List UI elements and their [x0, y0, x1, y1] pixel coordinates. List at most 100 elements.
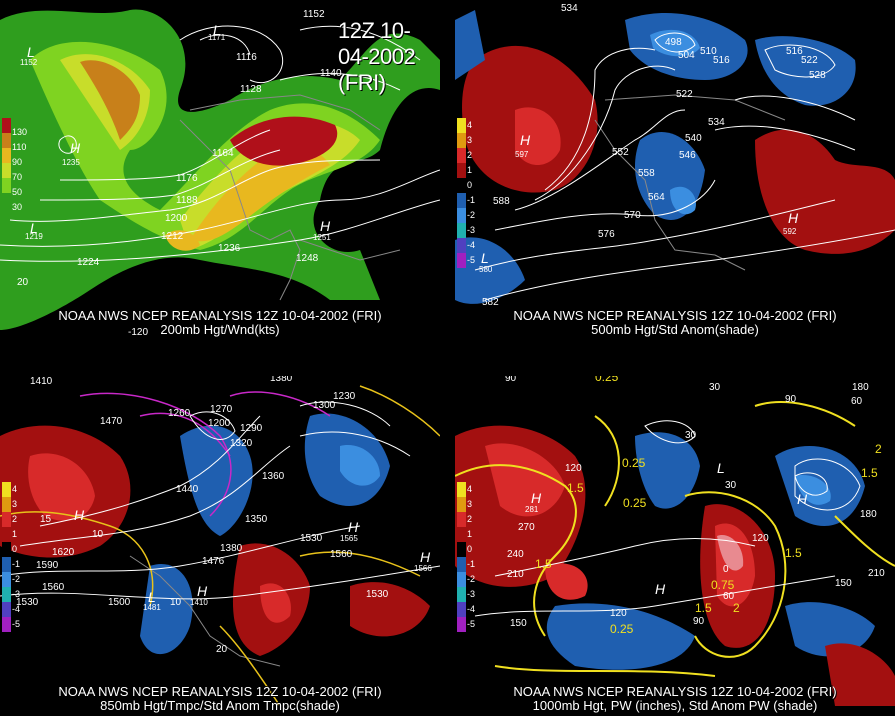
map-panel-500mb: 4 3 2 1 0 -1 -2 -3 -4 -5 534 498 504 510 516 516 … [455, 0, 895, 340]
contour-label: 240 [507, 549, 524, 560]
contour-label: 1128 [240, 84, 262, 95]
contour-label: 1470 [100, 416, 123, 427]
contour-label: 90 [693, 616, 705, 627]
contour-label: 504 [678, 50, 695, 61]
contour-label: 150 [510, 618, 527, 629]
anomaly-legend [457, 482, 467, 632]
panel-caption-source: NOAA NWS NCEP REANALYSIS 12Z 10-04-2002 … [58, 308, 382, 323]
contour-label: 1152 [20, 58, 38, 67]
contour-label: 120 [610, 608, 627, 619]
high-pressure-symbol: H [320, 218, 331, 234]
contour-label: 1188 [176, 195, 198, 206]
contour-label: 510 [700, 46, 717, 57]
high-pressure-symbol: H [797, 491, 808, 507]
pw-contour-label: 0.75 [711, 578, 735, 592]
latitude-label: 20 [17, 277, 29, 288]
map-panel-1000mb-pw: 4 3 2 1 0 -1 -2 -3 -4 -5 90 0.25 30 90 180 60 30 … [455, 376, 895, 716]
anomaly-legend [457, 118, 467, 268]
high-pressure-symbol: H [531, 490, 542, 506]
pw-contour-label: 1.5 [695, 601, 712, 615]
contour-label: 1200 [165, 213, 188, 224]
contour-label: 534 [708, 117, 725, 128]
panel-caption-field: 500mb Hgt/Std Anom(shade) [591, 322, 759, 337]
low-pressure-symbol: L [148, 589, 156, 605]
anomaly-legend [2, 482, 12, 632]
contour-label: 597 [515, 150, 529, 159]
contour-label: 90 [505, 376, 517, 384]
contour-label: 516 [713, 55, 730, 66]
contour-label: 210 [507, 569, 524, 580]
wind-legend-labels: 130 110 90 70 50 30 [12, 127, 28, 212]
contour-label: 528 [809, 70, 826, 81]
high-pressure-symbol: H [655, 581, 666, 597]
panel-caption-source: NOAA NWS NCEP REANALYSIS 12Z 10-04-2002 … [513, 684, 837, 699]
low-pressure-symbol: L [27, 44, 35, 60]
pw-contour-label: 0.25 [623, 496, 647, 510]
contour-label: 1350 [245, 514, 268, 525]
contour-label: 540 [685, 133, 702, 144]
contour-label: 1620 [52, 547, 75, 558]
pw-contour-label: 0.25 [595, 376, 619, 384]
contour-label: 10 [92, 529, 104, 540]
map-200mb-graphic [0, 9, 440, 330]
contour-label: 1152 [303, 9, 325, 20]
contour-label: 564 [648, 192, 665, 203]
contour-label: 0 [723, 564, 729, 575]
contour-label: 1560 [330, 549, 353, 560]
contour-label: 10 [170, 597, 182, 608]
map-title: 12Z 10-04-2002 (FRI) [338, 18, 416, 95]
contour-label: 1320 [230, 438, 253, 449]
low-pressure-symbol: L [30, 220, 38, 236]
contour-label: 60 [723, 591, 735, 602]
contour-label: 1481 [143, 603, 161, 612]
contour-label: 1224 [77, 257, 100, 268]
contour-label: 1530 [300, 533, 323, 544]
contour-label: 552 [612, 147, 629, 158]
anomaly-legend-labels: 4 3 2 1 0 -1 -2 -3 -4 -5 [467, 120, 476, 265]
high-pressure-symbol: H [420, 549, 431, 565]
pw-contour-label: 1.5 [785, 546, 802, 560]
contour-label: 498 [665, 37, 682, 48]
high-pressure-symbol: H [348, 519, 359, 535]
contour-label: 180 [852, 382, 869, 393]
contour-label: 1476 [202, 556, 225, 567]
contour-label: 546 [679, 150, 696, 161]
contour-label: 1251 [313, 233, 331, 242]
contour-label: 1410 [30, 376, 53, 387]
contour-label: 1380 [220, 543, 243, 554]
contour-label: 1360 [262, 471, 285, 482]
contour-label: 1530 [16, 597, 39, 608]
high-pressure-symbol: H [197, 583, 208, 599]
low-pressure-symbol: L [717, 460, 725, 476]
contour-label: 1590 [36, 560, 59, 571]
contour-label: 588 [493, 196, 510, 207]
contour-label: 558 [638, 168, 655, 179]
contour-label: 580 [479, 265, 493, 274]
anomaly-legend-labels: 4 3 2 1 0 -1 -2 -3 -4 -5 [467, 484, 476, 629]
longitude-label: -120 [128, 327, 149, 338]
contour-label: 1116 [236, 52, 257, 63]
contour-label: 534 [561, 3, 578, 14]
pw-contour-label: 0.25 [622, 456, 646, 470]
contour-label: 576 [598, 229, 615, 240]
map-panel-850mb: 4 3 2 1 0 -1 -2 -3 -4 -5 1410 1470 1260 1270 1200… [0, 376, 440, 716]
map-1000mb-graphic [455, 401, 895, 706]
contour-label: 516 [786, 46, 803, 57]
contour-label: 1230 [333, 391, 356, 402]
pw-contour-label: 1.5 [535, 557, 552, 571]
contour-label: 1500 [108, 597, 131, 608]
map-panel-200mb: 12Z 10-04-2002 (FRI) 130 110 90 70 50 30 1152… [0, 0, 440, 340]
contour-label: 150 [835, 578, 852, 589]
contour-label: 1176 [176, 173, 198, 184]
contour-label: 30 [685, 430, 697, 441]
contour-label: 1212 [161, 231, 184, 242]
contour-label: 1219 [25, 232, 43, 241]
low-pressure-symbol: L [213, 22, 221, 38]
contour-label: 1248 [296, 253, 319, 264]
pw-contour-label: 1.5 [861, 466, 878, 480]
contour-label: 1260 [168, 408, 191, 419]
contour-label: 30 [725, 480, 737, 491]
contour-label: 270 [518, 522, 535, 533]
panel-caption-source: NOAA NWS NCEP REANALYSIS 12Z 10-04-2002 … [58, 684, 382, 699]
contour-label: 120 [565, 463, 582, 474]
